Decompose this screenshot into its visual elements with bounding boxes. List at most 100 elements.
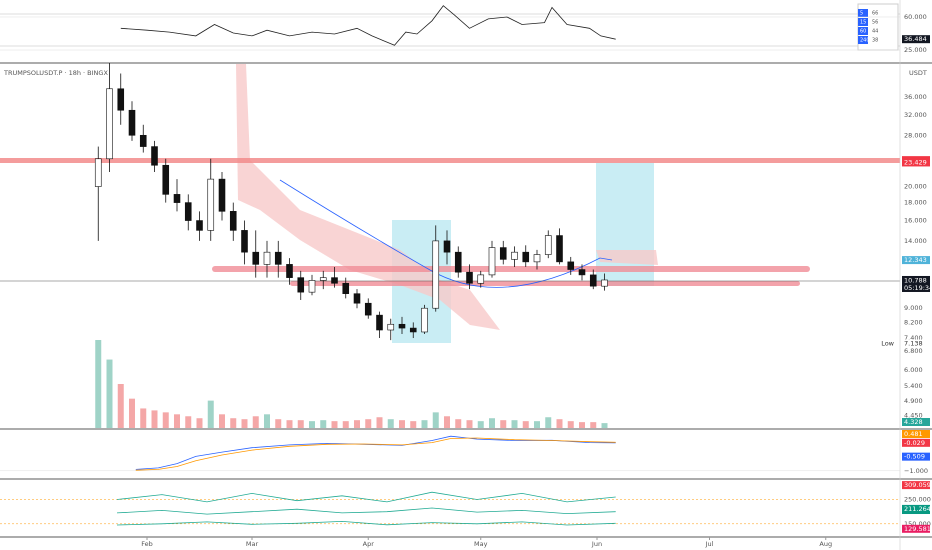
indicator-line [116,520,616,526]
candle-body [544,235,552,255]
y-tick-label: 18.000 [904,199,927,207]
support-zone [290,281,800,286]
y-tick-label: 7.400 [904,334,923,342]
volume-bar [275,419,282,428]
volume-bar [286,420,293,428]
volume-bar [342,421,349,428]
volume-bar [534,421,540,428]
candle-body [364,302,372,316]
candle-body [533,254,541,263]
candle-body [601,279,608,287]
price-label-box [902,504,930,513]
long-position-box [596,163,654,286]
y-tick-label: 60.000 [904,13,927,21]
candle-body [184,202,192,221]
y-tick-label: 5.400 [904,382,923,390]
candle-body [308,280,316,293]
candle-body [196,220,203,231]
volume-bar [207,400,214,428]
candle-body [297,277,305,293]
candle-body [241,230,248,253]
candle-body [454,251,462,273]
candle-body [274,251,282,265]
x-tick-label: May [474,540,488,548]
candle-body [376,314,383,331]
candle-body [342,282,350,294]
candle-body [252,251,260,265]
price-label-box [902,430,930,438]
y-tick-label: 6.800 [904,347,923,355]
candle-body [106,88,113,160]
volume-bar [477,421,484,428]
volume-bar [410,421,417,428]
y-tick-label: 6.000 [904,366,923,374]
candle-body [511,251,518,260]
candle-body [488,247,496,276]
volume-bar [421,420,428,428]
volume-bar [151,410,158,428]
volume-bar [500,420,507,428]
widget-cell [858,36,868,44]
y-tick-label: 20.000 [904,183,927,191]
volume-bar [365,419,372,428]
low-text: Low [881,340,894,348]
candle-body [432,240,440,309]
widget-interval: 15 [860,20,866,26]
y-tick-label: 14.000 [904,237,927,245]
price-label: 211.264 [904,505,931,513]
volume-bar [129,398,135,428]
widget-interval: 60 [860,29,866,35]
volume-bar [331,421,338,428]
candle-body [466,271,473,284]
volume-bar [556,419,563,428]
volume-bar [399,420,405,428]
candle-body [567,261,575,270]
candle-body [162,164,170,195]
candle-body [499,247,507,260]
price-label-box [902,452,930,461]
volume-bar [567,421,574,428]
candle-body [263,251,271,265]
price-label-box [902,256,930,265]
candle-body [207,178,215,231]
y-tick-label: 25.000 [904,46,927,54]
price-label-box [902,35,930,44]
x-tick-label: Feb [141,540,153,548]
low-box [902,339,930,348]
y-tick-label: 32.000 [904,111,927,119]
volume-bar [309,421,315,428]
price-label-box [902,524,930,533]
x-tick-label: Aug [819,540,832,548]
widget-cell [858,27,868,35]
widget-value: 66 [872,11,878,17]
y-tick-label: 28.000 [904,131,927,139]
candle-body [94,158,102,187]
y-tick-label: 36.000 [904,93,927,101]
indicator-line [120,5,616,46]
volume-bar [95,340,102,428]
volume-bar [230,418,237,428]
price-label: -0.509 [904,453,925,461]
price-label-box [902,158,930,167]
price-label: 12.343 [904,256,927,264]
volume-bar [444,416,450,428]
price-label: 36.484 [904,35,927,43]
volume-bar [196,418,203,428]
cloud-band [236,64,500,330]
volume-bar [185,416,192,428]
volume-bar [241,419,248,428]
candle-body [522,251,530,263]
candle-body [477,274,485,284]
candle-body [421,307,428,333]
y-tick-label: 250.000 [904,495,931,503]
countdown-box [902,283,930,292]
volume-bar [174,414,180,428]
widget-cell [858,9,868,17]
price-label: 309.059 [904,481,931,489]
candle-body [578,269,586,276]
candle-body [387,323,395,331]
volume-bar [545,417,552,428]
volume-bar [297,420,304,428]
price-label-box [902,276,930,285]
